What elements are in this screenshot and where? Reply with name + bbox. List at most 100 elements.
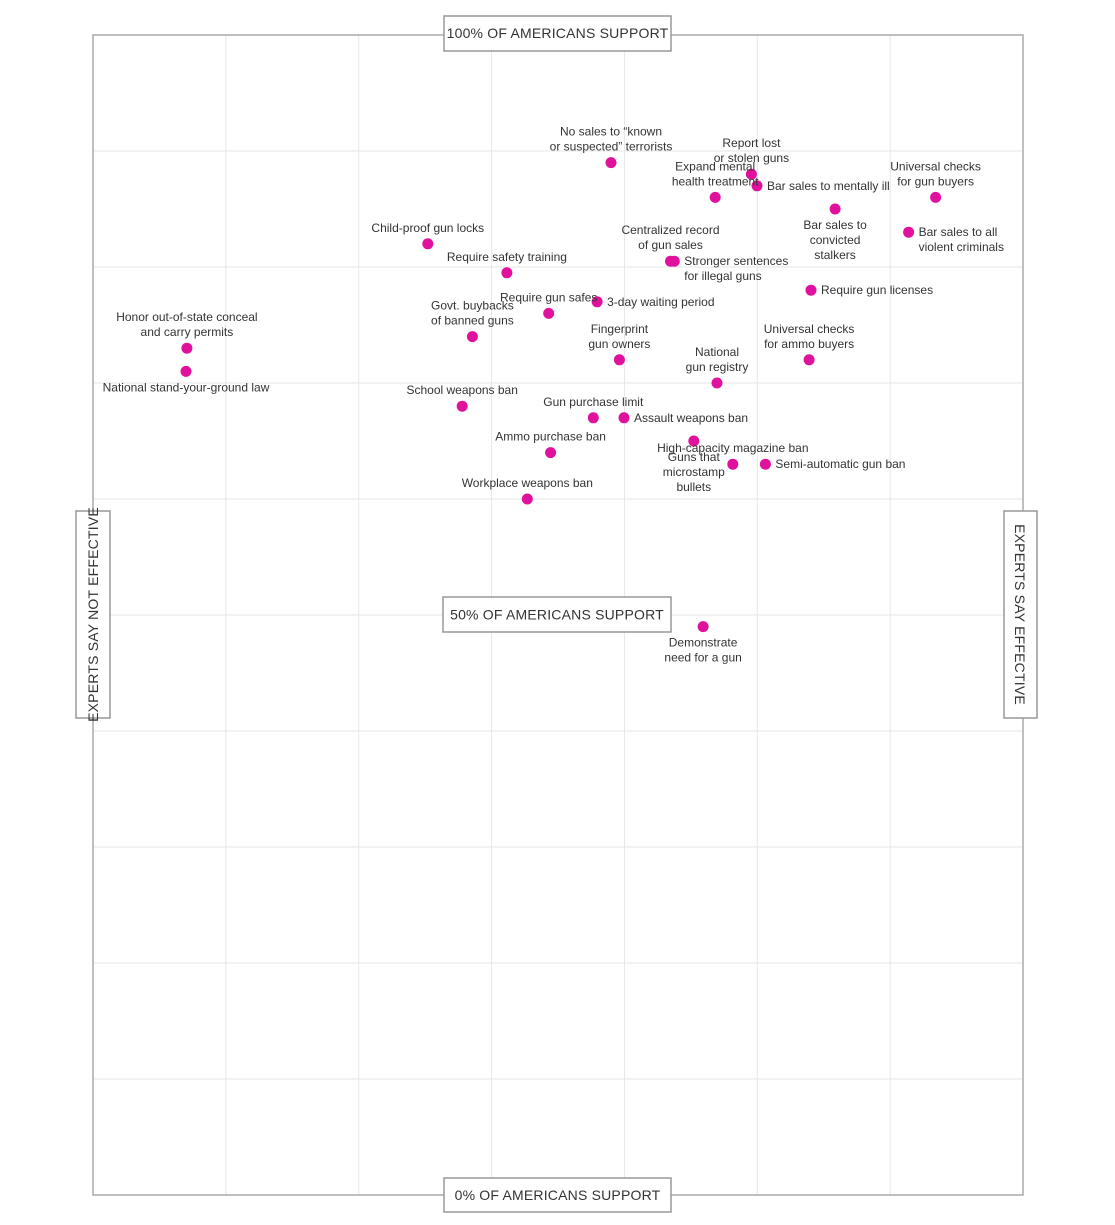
data-point <box>543 307 555 319</box>
point-label: Ammo purchase ban <box>495 430 606 444</box>
point-label-line: convicted <box>810 233 861 247</box>
point-label-line: National <box>695 345 739 359</box>
data-point <box>618 412 630 424</box>
point-label-line: of gun sales <box>638 238 703 252</box>
data-point <box>466 331 478 343</box>
point-label-line: Report lost <box>722 136 781 150</box>
point-label: Bar sales to mentally ill <box>767 179 890 193</box>
point-label: Require safety training <box>447 250 567 264</box>
svg-text:EXPERTS SAY NOT EFFECTIVE: EXPERTS SAY NOT EFFECTIVE <box>85 507 101 722</box>
point-label-line: microstamp <box>663 465 725 479</box>
data-point <box>613 354 625 366</box>
point-label: Workplace weapons ban <box>462 476 593 490</box>
point-label-line: Require gun licenses <box>821 283 933 297</box>
point-label: 3-day waiting period <box>607 295 714 309</box>
point-label-line: Govt. buybacks <box>431 299 514 313</box>
point-label-line: Demonstrate <box>669 636 738 650</box>
point-label: Demonstrate need for a gun <box>664 636 741 665</box>
data-point <box>668 255 680 267</box>
point-label-line: Gun purchase limit <box>543 395 644 409</box>
point-label: Bar sales to all violent criminals <box>919 225 1004 254</box>
point-label: Require gun safes <box>500 290 597 304</box>
point-label-line: Require gun safes <box>500 290 597 304</box>
point-label-line: 3-day waiting period <box>607 295 714 309</box>
data-point <box>591 296 603 308</box>
data-point <box>181 342 193 354</box>
point-label-line: need for a gun <box>664 651 741 665</box>
point-label: Expand mental health treatment <box>672 159 759 188</box>
point-label-line: Stronger sentences <box>684 254 788 268</box>
point-label-line: No sales to “known <box>560 125 662 139</box>
point-label-line: and carry permits <box>141 325 234 339</box>
point-label: Semi-automatic gun ban <box>775 457 905 471</box>
point-label-line: for gun buyers <box>897 174 974 188</box>
point-label: National gun registry <box>686 345 749 374</box>
point-label-line: Honor out-of-state conceal <box>116 310 257 324</box>
point-label: Centralized record of gun sales <box>621 223 719 252</box>
data-point <box>903 226 915 238</box>
data-point <box>605 157 617 169</box>
point-label-line: for ammo buyers <box>764 337 854 351</box>
data-point <box>803 354 815 366</box>
svg-text:100% OF AMERICANS SUPPORT: 100% OF AMERICANS SUPPORT <box>447 25 669 41</box>
data-point <box>501 267 513 279</box>
point-label-line: National stand-your-ground law <box>103 380 270 394</box>
bottom-axis-label: 0% OF AMERICANS SUPPORT <box>443 1177 672 1213</box>
svg-text:EXPERTS SAY EFFECTIVE: EXPERTS SAY EFFECTIVE <box>1012 524 1028 705</box>
point-labels: No sales to “known or suspected” terroris… <box>103 125 1004 665</box>
point-label: Report lost or stolen guns <box>714 136 789 165</box>
data-point <box>759 458 771 470</box>
data-point <box>805 284 817 296</box>
data-point <box>930 191 942 203</box>
point-label: Bar sales to convicted stalkers <box>803 218 867 262</box>
data-point <box>751 180 763 192</box>
point-label: Require gun licenses <box>821 283 933 297</box>
svg-text:50% OF AMERICANS SUPPORT: 50% OF AMERICANS SUPPORT <box>450 607 664 623</box>
point-label: Fingerprint gun owners <box>588 322 650 351</box>
point-label: Guns that microstamp bullets <box>663 450 725 494</box>
point-label-line: for illegal guns <box>684 269 761 283</box>
data-point <box>521 493 533 505</box>
point-label: Honor out-of-state conceal and carry perm… <box>116 310 257 339</box>
svg-text:0% OF AMERICANS SUPPORT: 0% OF AMERICANS SUPPORT <box>455 1187 661 1203</box>
data-point <box>456 400 468 412</box>
point-label: Child-proof gun locks <box>371 221 484 235</box>
data-point <box>709 191 721 203</box>
data-point <box>422 238 434 250</box>
point-label-line: bullets <box>676 480 711 494</box>
point-label-line: violent criminals <box>919 240 1004 254</box>
point-label-line: Fingerprint <box>591 322 649 336</box>
data-point <box>688 435 700 447</box>
point-label-line: Semi-automatic gun ban <box>775 457 905 471</box>
right-axis-label: EXPERTS SAY EFFECTIVE <box>1003 510 1038 719</box>
point-label-line: Ammo purchase ban <box>495 430 606 444</box>
point-label-line: Universal checks <box>764 322 855 336</box>
point-label-line: or suspected” terrorists <box>550 140 673 154</box>
left-axis-label: EXPERTS SAY NOT EFFECTIVE <box>75 507 111 722</box>
point-label-line: stalkers <box>814 248 855 262</box>
point-label-line: School weapons ban <box>406 383 517 397</box>
point-label-line: of banned guns <box>431 314 514 328</box>
point-label: No sales to “known or suspected” terroris… <box>550 125 673 154</box>
data-point <box>180 365 192 377</box>
data-point <box>711 377 723 389</box>
point-label-line: gun registry <box>686 360 749 374</box>
data-points <box>180 157 942 633</box>
data-point <box>727 458 739 470</box>
point-label-line: Assault weapons ban <box>634 411 748 425</box>
point-label-line: Universal checks <box>890 159 981 173</box>
point-label: Assault weapons ban <box>634 411 748 425</box>
point-label: Govt. buybacks of banned guns <box>431 299 514 328</box>
point-label-line: or stolen guns <box>714 151 789 165</box>
point-label-line: Require safety training <box>447 250 567 264</box>
mid-axis-label: 50% OF AMERICANS SUPPORT <box>442 596 672 633</box>
point-label-line: Centralized record <box>621 223 719 237</box>
point-label-line: High-capacity magazine ban <box>657 441 808 455</box>
data-point <box>587 412 599 424</box>
point-label: Stronger sentences for illegal guns <box>684 254 788 283</box>
point-label-line: Child-proof gun locks <box>371 221 484 235</box>
point-label-line: health treatment <box>672 174 759 188</box>
point-label-line: Expand mental <box>675 159 755 173</box>
point-label-line: Bar sales to mentally ill <box>767 179 890 193</box>
